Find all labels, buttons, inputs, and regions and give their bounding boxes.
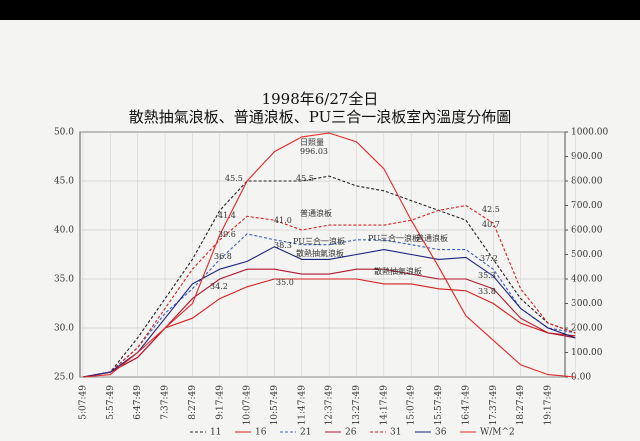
scan-bar xyxy=(0,0,640,20)
series-line xyxy=(82,246,576,378)
annotation: 42.5 xyxy=(482,205,500,214)
chart-subtitle: 散熱抽氣浪板、普通浪板、PU三合一浪板室內溫度分佈圖 xyxy=(129,108,511,126)
x-tick-label: 18:27:49 xyxy=(516,385,526,426)
annotation: 996.03 xyxy=(300,147,328,156)
x-tick-label: 7:37:49 xyxy=(161,385,171,420)
annotation: 普通浪板 xyxy=(416,233,448,243)
annotation: 散熱抽氣浪板 xyxy=(296,248,344,258)
annotation: PU三合一浪板 xyxy=(293,236,345,246)
chart-title: 1998年6/27全日 xyxy=(262,90,379,108)
annotation: 41.0 xyxy=(274,216,292,225)
annotation: 40.7 xyxy=(482,220,500,229)
legend-label: 16 xyxy=(255,428,267,438)
annotation: 散熱抽氣浪板 xyxy=(374,266,422,276)
y-tick-label: 35.0 xyxy=(54,275,74,285)
annotation: 39.6 xyxy=(218,230,236,239)
x-tick-label: 5:57:49 xyxy=(106,385,116,420)
y-tick-label: 25.0 xyxy=(54,373,74,383)
y2-tick-label: 400.00 xyxy=(571,275,603,285)
x-tick-label: 10:57:49 xyxy=(270,385,280,426)
annotation: 36.8 xyxy=(214,252,232,261)
y2-tick-label: 700.00 xyxy=(571,201,603,211)
annotation: 41.4 xyxy=(218,211,236,220)
y-tick-label: 50.0 xyxy=(54,128,74,138)
series-line xyxy=(82,132,576,378)
x-tick-label: 12:37:49 xyxy=(325,385,335,426)
x-tick-label: 10:07:49 xyxy=(243,385,253,426)
x-tick-label: 17:37:49 xyxy=(489,385,499,426)
annotation: PU三合一浪板 xyxy=(368,233,420,243)
annotation: 35.0 xyxy=(276,278,294,287)
y-tick-label: 45.0 xyxy=(54,177,74,187)
annotation: 37.2 xyxy=(480,254,498,263)
legend-label: 31 xyxy=(390,428,401,438)
annotation: 日照量 xyxy=(300,138,324,147)
legend-label: 11 xyxy=(210,428,221,438)
annotation: 45.5 xyxy=(296,174,314,183)
x-tick-label: 16:47:49 xyxy=(461,385,471,426)
y-tick-label: 30.0 xyxy=(54,324,74,334)
x-tick-label: 19:17:49 xyxy=(543,385,553,426)
annotation: 33.8 xyxy=(478,287,496,296)
annotation: 34.2 xyxy=(210,282,228,291)
x-tick-label: 13:27:49 xyxy=(352,385,362,426)
legend-label: 26 xyxy=(345,428,357,438)
annotation: 普通浪板 xyxy=(300,208,332,218)
x-tick-label: 11:47:49 xyxy=(297,385,307,426)
annotation: 45.5 xyxy=(225,174,243,183)
y2-tick-label: 200.00 xyxy=(571,324,603,334)
legend-label: 36 xyxy=(435,428,447,438)
x-tick-label: 5:07:49 xyxy=(79,385,89,420)
y2-tick-label: 100.00 xyxy=(571,348,603,358)
x-tick-label: 14:17:49 xyxy=(379,385,389,426)
y2-tick-label: 800.00 xyxy=(571,177,603,187)
legend-label: W/M^2 xyxy=(480,428,515,438)
annotation: 38.3 xyxy=(274,241,292,250)
x-tick-label: 9:17:49 xyxy=(215,385,225,420)
x-tick-label: 15:57:49 xyxy=(434,385,444,426)
x-tick-label: 15:07:49 xyxy=(407,385,417,426)
annotation: 35.3 xyxy=(478,271,496,280)
y2-tick-label: 500.00 xyxy=(571,250,603,260)
y2-tick-label: 600.00 xyxy=(571,226,603,236)
y2-tick-label: 1000.00 xyxy=(571,128,608,138)
y2-tick-label: 300.00 xyxy=(571,299,603,309)
series-line xyxy=(82,175,576,378)
x-tick-label: 6:47:49 xyxy=(133,385,143,420)
x-tick-label: 8:27:49 xyxy=(188,385,198,420)
y2-tick-label: 900.00 xyxy=(571,152,603,162)
series-line xyxy=(82,233,576,378)
series-line xyxy=(82,204,576,378)
y2-tick-label: 0.00 xyxy=(571,373,591,383)
y-tick-label: 40.0 xyxy=(54,226,74,236)
legend-label: 21 xyxy=(300,428,311,438)
